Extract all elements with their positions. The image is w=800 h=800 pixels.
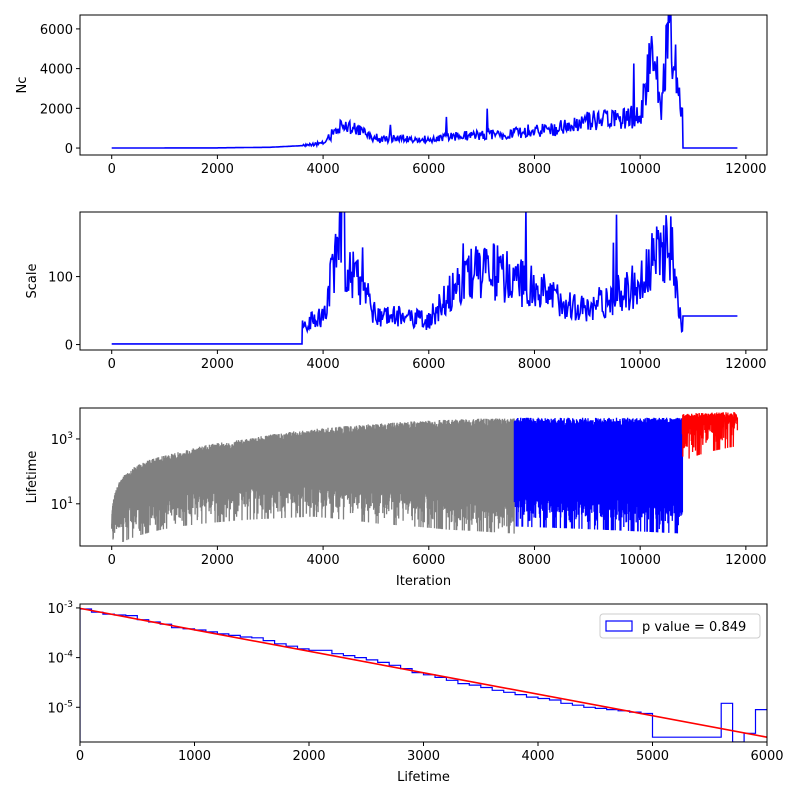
lifetime-trace-xlabel: Iteration [396, 574, 451, 589]
nc-ylabel: Nc [15, 77, 30, 94]
lifetime-trace-xtick-label-6000: 6000 [412, 553, 445, 568]
lifetime-hist-legend-swatch [605, 620, 633, 632]
nc-xtick-label-10000: 10000 [619, 162, 660, 177]
lifetime-trace-xtick-label-4000: 4000 [307, 553, 340, 568]
nc-xtick-label-6000: 6000 [412, 162, 445, 177]
lifetime-trace-xtick-label-12000: 12000 [725, 553, 766, 568]
scale-xtick-label-8000: 8000 [518, 357, 551, 372]
scale-axes-frame [79, 211, 768, 351]
nc-xtick-label-2000: 2000 [201, 162, 234, 177]
lifetime-trace-xtick-label-2000: 2000 [201, 553, 234, 568]
lifetime-trace-ylabel: Lifetime [25, 451, 40, 504]
nc-ytick-label-2000: 2000 [40, 102, 73, 117]
lifetime-hist-legend-box [599, 613, 761, 639]
scale-xtick-label-10000: 10000 [619, 357, 660, 372]
lifetime-trace-xtick-label-8000: 8000 [518, 553, 551, 568]
lifetime-trace-ytick-label-10^1: 101 [51, 496, 73, 513]
lifetime-hist-legend-label: p value = 0.849 [642, 620, 746, 635]
scale-xtick-label-12000: 12000 [725, 357, 766, 372]
scale-xtick-label-4000: 4000 [307, 357, 340, 372]
lifetime-trace-ytick-label-10^3: 103 [51, 431, 73, 448]
lifetime-hist-xtick-label-4000: 4000 [521, 749, 554, 764]
lifetime-hist-ytick-label-10^-4: 10-4 [47, 650, 73, 667]
nc-ytick-label-6000: 6000 [40, 23, 73, 38]
nc-xtick-label-12000: 12000 [725, 162, 766, 177]
lifetime-hist-xtick-label-5000: 5000 [636, 749, 669, 764]
scale-ylabel: Scale [25, 264, 40, 299]
nc-xtick-label-4000: 4000 [307, 162, 340, 177]
scale-series-line [111, 212, 738, 345]
lifetime-trace-series-blue [513, 417, 684, 534]
lifetime-trace-series-gray [111, 418, 516, 543]
nc-ytick-label-4000: 4000 [40, 63, 73, 78]
lifetime-hist-xtick-label-2000: 2000 [292, 749, 325, 764]
nc-ytick-label-0: 0 [65, 142, 73, 157]
scale-xtick-label-6000: 6000 [412, 357, 445, 372]
nc-axes-frame [79, 14, 768, 156]
lifetime-hist-xtick-label-0: 0 [76, 749, 84, 764]
scale-ytick-label-0: 0 [65, 339, 73, 354]
nc-xtick-label-8000: 8000 [518, 162, 551, 177]
lifetime-hist-xtick-label-1000: 1000 [178, 749, 211, 764]
nc-series-line [111, 15, 738, 149]
scale-ytick-label-100: 100 [48, 271, 73, 286]
lifetime-hist-fit-line [80, 607, 767, 738]
scale-xtick-label-0: 0 [108, 357, 116, 372]
lifetime-hist-ytick-label-10^-5: 10-5 [47, 699, 73, 716]
lifetime-trace-xtick-label-10000: 10000 [619, 553, 660, 568]
lifetime-hist-ytick-label-10^-3: 10-3 [47, 600, 73, 617]
lifetime-hist-xtick-label-6000: 6000 [750, 749, 783, 764]
lifetime-trace-axes-frame [79, 407, 768, 547]
nc-xtick-label-0: 0 [108, 162, 116, 177]
lifetime-trace-series-red [681, 412, 739, 459]
scale-xtick-label-2000: 2000 [201, 357, 234, 372]
lifetime-trace-xtick-label-0: 0 [108, 553, 116, 568]
lifetime-hist-xlabel: Lifetime [397, 770, 450, 785]
lifetime-hist-xtick-label-3000: 3000 [407, 749, 440, 764]
